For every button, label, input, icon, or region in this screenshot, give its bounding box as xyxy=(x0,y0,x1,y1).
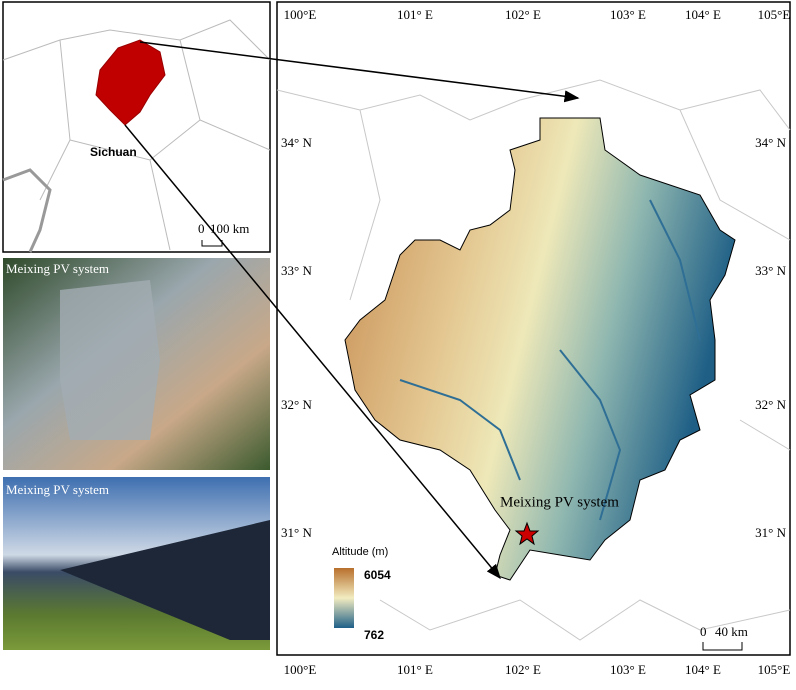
legend-min: 762 xyxy=(364,628,384,642)
lon-label: 104° E xyxy=(685,662,721,677)
lon-label: 105°E xyxy=(758,662,791,677)
inset-border xyxy=(2,168,52,253)
lon-label: 104° E xyxy=(685,7,721,22)
legend-title: Altitude (m) xyxy=(332,546,388,558)
admin-borders xyxy=(276,79,791,641)
lat-label: 32° N xyxy=(281,397,312,412)
lat-label: 32° N xyxy=(755,397,786,412)
graticule-labels: 100°E 100°E 101° E 101° E 102° E 102° E 103° E… xyxy=(281,7,790,677)
rivers xyxy=(399,199,701,521)
lon-label: 101° E xyxy=(397,7,433,22)
lon-label: 103° E xyxy=(610,7,646,22)
inset-borders xyxy=(2,19,271,251)
legend-max: 6054 xyxy=(364,568,391,582)
lon-label: 100°E xyxy=(284,7,317,22)
photo-label: Meixing PV system xyxy=(6,261,109,276)
scale-bar xyxy=(702,642,743,651)
lat-label: 33° N xyxy=(281,263,312,278)
lon-label: 105°E xyxy=(758,7,791,22)
lat-label: 31° N xyxy=(755,525,786,540)
lon-label: 102° E xyxy=(505,662,541,677)
scale-label: 0 xyxy=(700,624,707,639)
lat-label: 33° N xyxy=(755,263,786,278)
photo-label: Meixing PV system xyxy=(6,482,109,497)
study-area-inset xyxy=(95,39,166,126)
scale-label: 0 xyxy=(198,221,205,236)
scale-label: 40 km xyxy=(715,624,748,639)
legend-bar xyxy=(334,568,354,628)
lon-label: 103° E xyxy=(610,662,646,677)
lat-label: 34° N xyxy=(281,135,312,150)
lat-label: 34° N xyxy=(755,135,786,150)
scale-label: 100 km xyxy=(210,221,249,236)
lon-label: 102° E xyxy=(505,7,541,22)
arrow xyxy=(124,124,501,580)
pv-array xyxy=(60,280,160,440)
site-marker xyxy=(514,521,540,546)
lon-label: 100°E xyxy=(284,662,317,677)
site-label: Meixing PV system xyxy=(500,494,619,510)
solar-panels xyxy=(60,520,270,640)
lat-label: 31° N xyxy=(281,525,312,540)
arrow xyxy=(139,41,580,103)
lon-label: 101° E xyxy=(397,662,433,677)
region-label: Sichuan xyxy=(90,145,137,159)
